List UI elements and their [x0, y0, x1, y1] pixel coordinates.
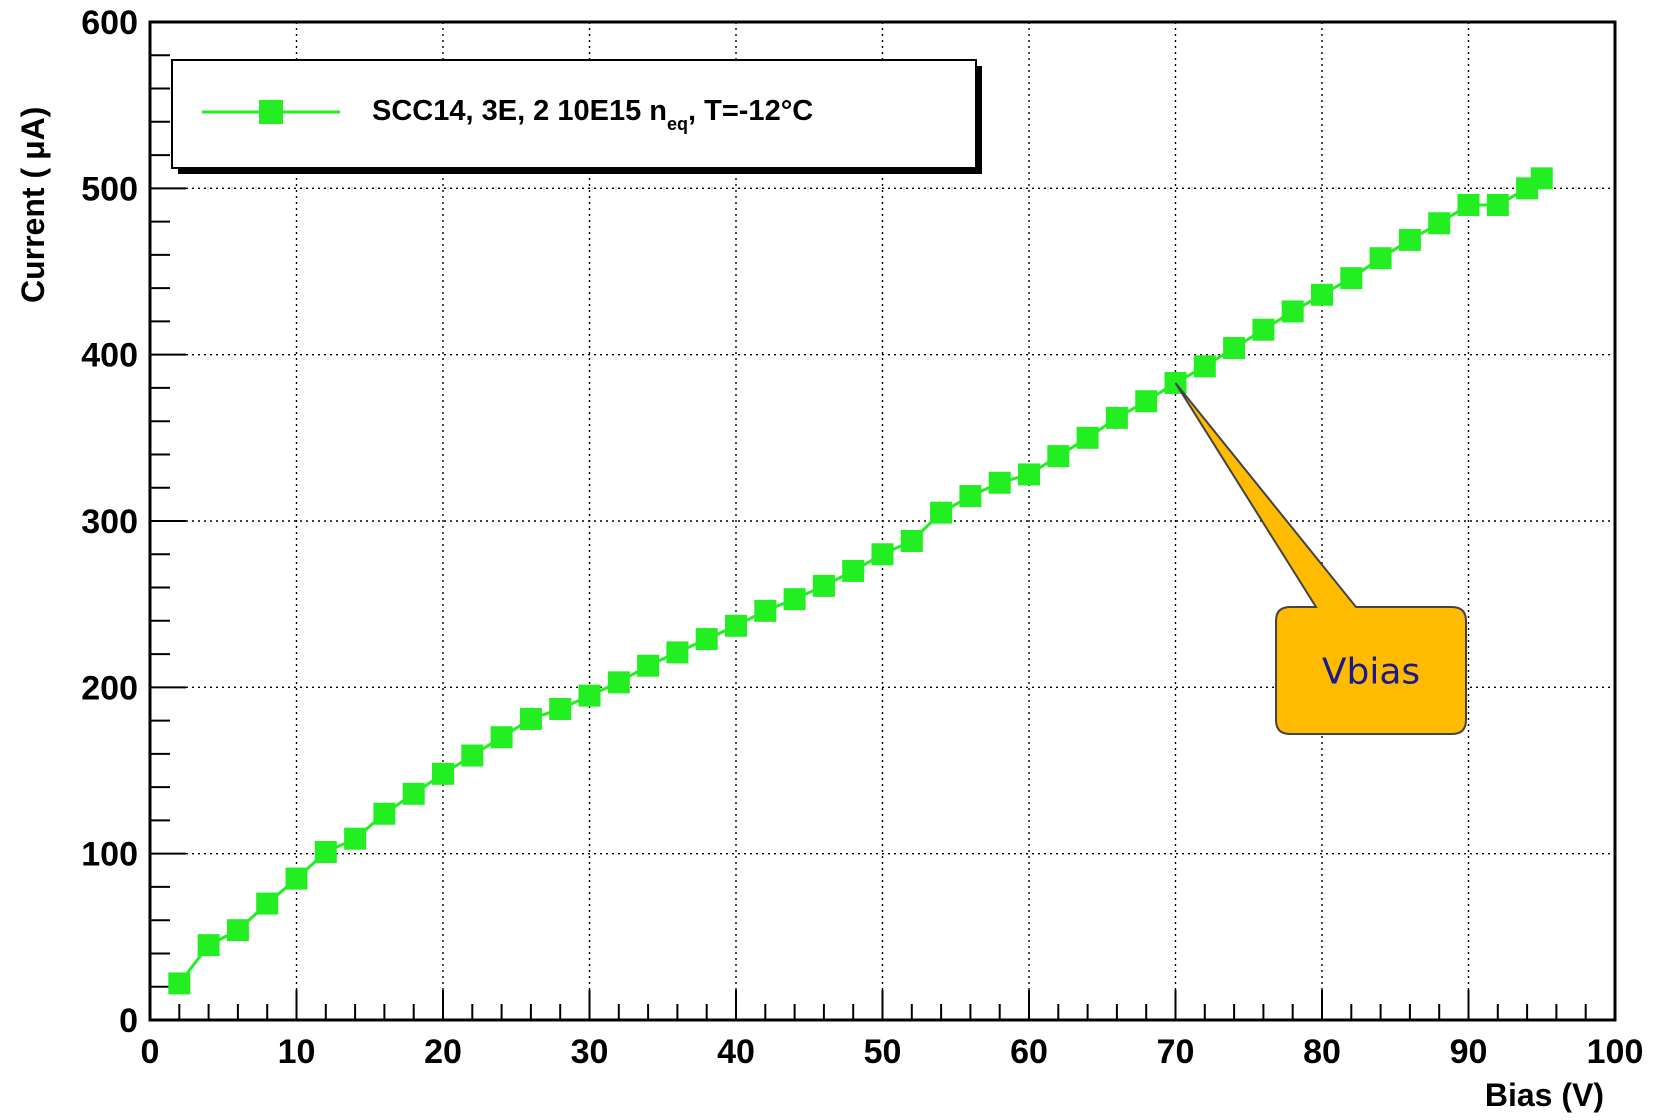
x-tick-label: 70: [1157, 1033, 1195, 1071]
data-point: [314, 841, 337, 864]
x-tick-label: 50: [864, 1033, 902, 1071]
data-point: [783, 588, 806, 611]
x-tick-label: 0: [141, 1033, 160, 1071]
data-point: [754, 599, 777, 622]
data-point: [461, 744, 484, 767]
x-axis-title: Bias (V): [1485, 1077, 1604, 1113]
data-point: [959, 485, 982, 508]
x-tick-label: 100: [1587, 1033, 1644, 1071]
data-point: [637, 654, 660, 677]
x-tick-label: 20: [424, 1033, 462, 1071]
y-tick-label: 0: [119, 1002, 138, 1040]
data-point: [490, 726, 513, 749]
data-point: [373, 802, 396, 825]
data-point: [1369, 247, 1392, 270]
data-point: [988, 471, 1011, 494]
data-point: [1252, 318, 1275, 341]
data-point: [1398, 228, 1421, 251]
data-point: [1530, 167, 1553, 190]
vbias-callout-label: Vbias: [1322, 652, 1420, 693]
y-tick-labels: 0 100 200 300 400 500 600: [81, 4, 138, 1040]
data-point: [1076, 426, 1099, 449]
data-point: [226, 919, 249, 942]
data-point: [197, 934, 220, 957]
legend-label: SCC14, 3E, 2 10E15 neq, T=-12°C: [372, 95, 813, 134]
data-point: [1428, 212, 1451, 235]
data-point: [285, 867, 308, 890]
data-point: [519, 707, 542, 730]
legend-marker-sample: [259, 100, 283, 124]
data-point: [1047, 445, 1070, 468]
x-tick-label: 40: [717, 1033, 755, 1071]
y-axis-title: Current (μA): [15, 107, 51, 303]
x-tick-label: 80: [1303, 1033, 1341, 1071]
gridlines: [150, 22, 1615, 1020]
data-point: [256, 892, 279, 915]
data-point: [1223, 337, 1246, 360]
data-point: [1486, 193, 1509, 216]
data-point: [666, 641, 689, 664]
vbias-callout-bubble: [1174, 382, 1467, 735]
data-point: [1105, 406, 1128, 429]
data-point: [168, 972, 191, 995]
data-point: [871, 543, 894, 566]
data-point: [432, 762, 454, 785]
data-point: [1018, 463, 1040, 486]
data-point: [402, 782, 425, 805]
x-tick-labels: 0 10 20 30 40 50 60 70 80 90 100: [141, 1033, 1644, 1071]
y-tick-label: 600: [81, 4, 138, 42]
series-layer: [168, 167, 1553, 995]
x-tick-label: 30: [571, 1033, 609, 1071]
data-point: [900, 529, 923, 552]
data-point: [930, 501, 953, 524]
data-point: [725, 614, 747, 637]
y-tick-label: 100: [81, 836, 138, 874]
y-tick-label: 300: [81, 503, 138, 541]
x-tick-label: 60: [1010, 1033, 1048, 1071]
data-point: [1135, 390, 1158, 413]
minor-ticks: [149, 21, 1616, 1021]
x-tick-label: 90: [1450, 1033, 1488, 1071]
data-point: [607, 671, 630, 694]
x-tick-label: 10: [278, 1033, 316, 1071]
data-point: [695, 628, 718, 651]
data-point: [1457, 193, 1480, 216]
data-point: [549, 697, 572, 720]
data-point: [812, 574, 835, 597]
data-point: [842, 559, 865, 582]
y-tick-label: 200: [81, 669, 138, 707]
plot-frame: [148, 20, 1617, 1022]
vbias-callout: Vbias: [1174, 382, 1467, 735]
legend: SCC14, 3E, 2 10E15 neq, T=-12°C: [171, 59, 982, 174]
data-point: [1281, 300, 1304, 323]
data-point: [344, 827, 367, 850]
data-point: [1311, 283, 1333, 306]
data-point: [1193, 355, 1216, 378]
data-point: [1340, 267, 1363, 290]
data-point: [578, 684, 601, 707]
y-tick-label: 500: [81, 170, 138, 208]
y-tick-label: 400: [81, 337, 138, 375]
